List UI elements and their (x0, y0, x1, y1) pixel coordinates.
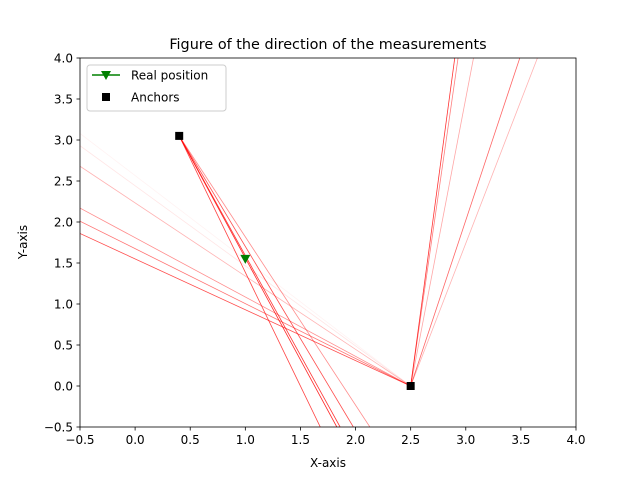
chart-title: Figure of the direction of the measureme… (169, 37, 486, 53)
y-axis-ticks: −0.5 0.0 0.5 1.0 1.5 2.0 2.5 3.0 3.5 4.0 (44, 51, 80, 434)
x-tick-label: 0.5 (181, 433, 200, 447)
measurement-line-7 (80, 220, 411, 387)
x-axis-ticks: −0.5 0.0 0.5 1.0 1.5 2.0 2.5 3.0 3.5 4.0 (65, 427, 586, 447)
measurement-lines (80, 58, 538, 427)
measurement-line-14 (410, 58, 474, 387)
x-tick-label: 3.5 (511, 433, 530, 447)
measurement-line-5 (178, 135, 371, 427)
measurement-line-13 (410, 58, 459, 387)
legend: Real position Anchors (86, 64, 227, 112)
y-axis-label: Y-axis (16, 225, 30, 260)
measurement-line-16 (410, 58, 538, 387)
y-tick-label: 0.5 (54, 338, 73, 352)
y-tick-label: 1.5 (54, 256, 73, 270)
legend-box (86, 64, 227, 112)
y-tick-label: 2.0 (54, 215, 73, 229)
measurement-line-8 (80, 207, 411, 387)
x-tick-label: 2.5 (401, 433, 420, 447)
measurement-line-12 (410, 58, 456, 387)
legend-real-position-triangle-icon (101, 71, 111, 80)
y-tick-label: 2.5 (54, 174, 73, 188)
legend-label-real-position: Real position (131, 69, 208, 83)
y-tick-label: −0.5 (44, 420, 73, 434)
y-tick-label: 0.0 (54, 379, 73, 393)
measurement-line-4 (178, 135, 354, 427)
y-tick-label: 3.5 (54, 92, 73, 106)
x-tick-label: 4.0 (566, 433, 585, 447)
y-tick-label: 3.0 (54, 133, 73, 147)
anchor-marker-1 (175, 131, 184, 140)
x-tick-label: 1.0 (236, 433, 255, 447)
measurement-line-1 (178, 135, 321, 427)
anchor-marker-2 (406, 382, 415, 390)
plot-frame (79, 57, 577, 428)
real-position-marker (240, 254, 251, 264)
legend-label-anchors: Anchors (131, 91, 180, 105)
chart-markers (175, 131, 415, 390)
x-tick-label: 1.5 (291, 433, 310, 447)
y-tick-label: 1.0 (54, 297, 73, 311)
measurement-line-3 (178, 135, 341, 427)
measurement-line-6 (80, 233, 411, 387)
legend-anchors-square-icon (102, 93, 110, 101)
y-tick-label: 4.0 (54, 51, 73, 65)
measurement-line-9 (80, 165, 411, 387)
measurement-line-15 (410, 58, 521, 387)
x-tick-label: −0.5 (65, 433, 94, 447)
x-tick-label: 2.0 (346, 433, 365, 447)
measurement-line-10 (80, 145, 411, 387)
x-tick-label: 0.0 (126, 433, 145, 447)
x-axis-label: X-axis (310, 456, 346, 470)
measurement-line-2 (178, 135, 338, 427)
x-tick-label: 3.0 (456, 433, 475, 447)
